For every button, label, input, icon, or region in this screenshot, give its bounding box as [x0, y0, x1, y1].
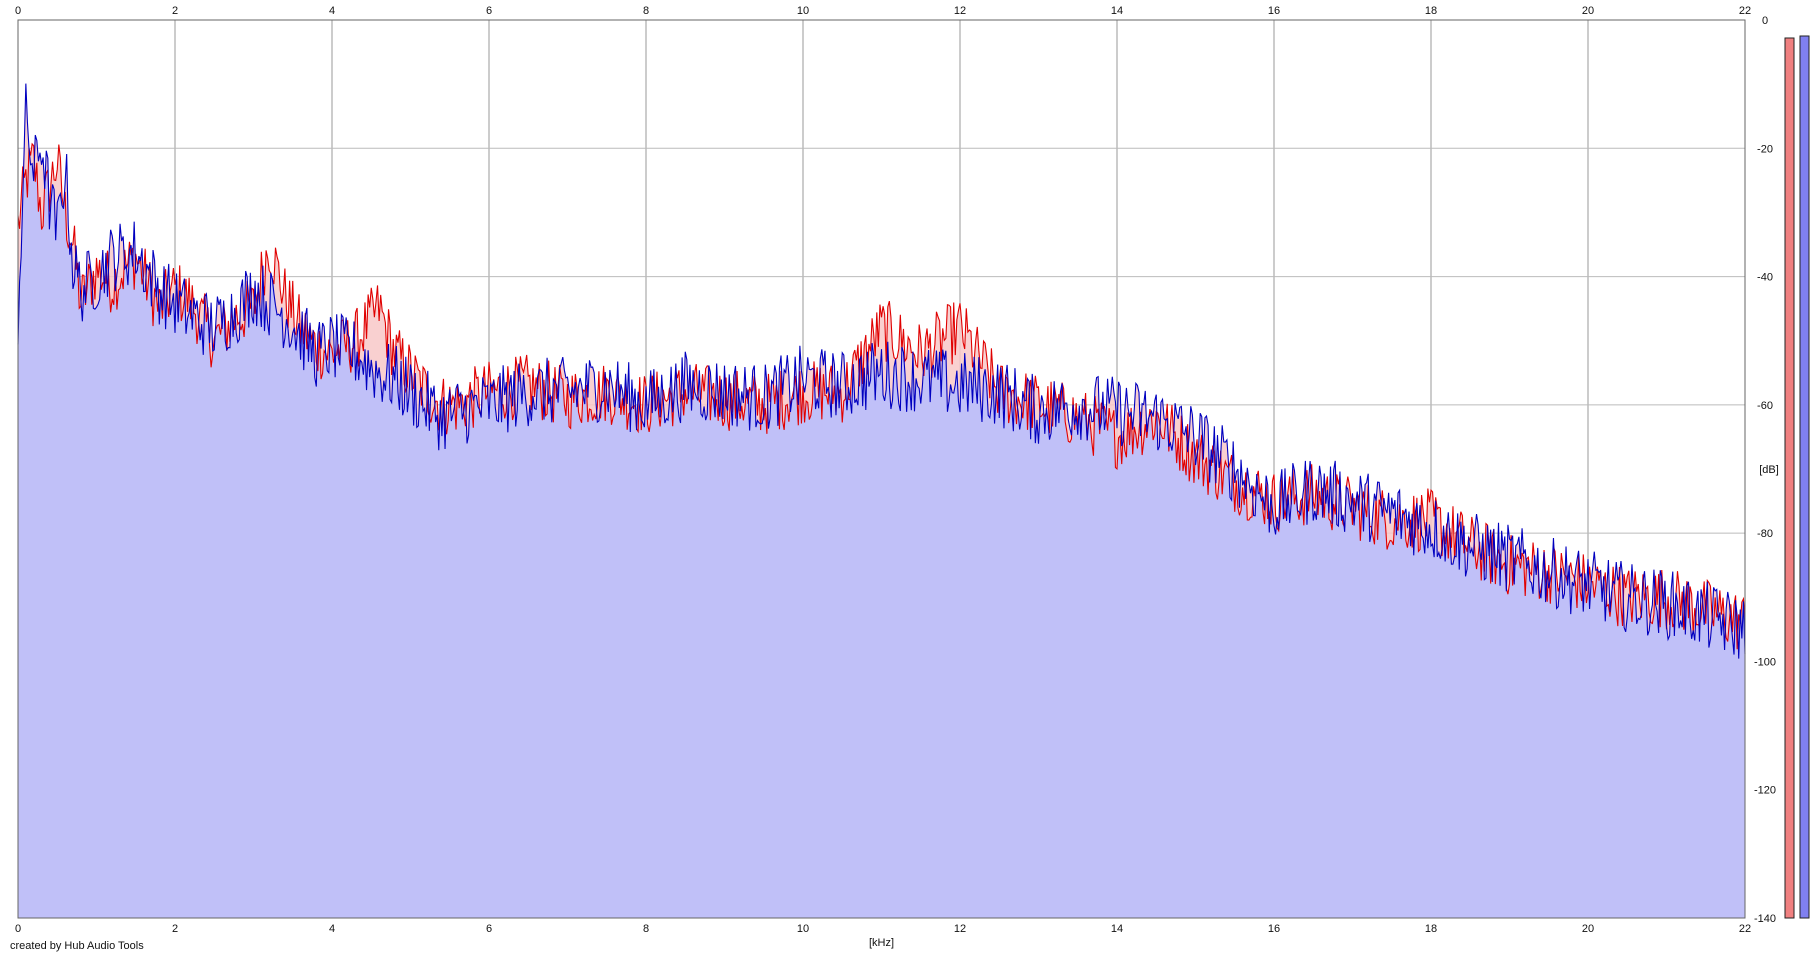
x-tick-label-top: 14: [1111, 5, 1123, 17]
credit-text: created by Hub Audio Tools: [10, 940, 144, 952]
level-meter-red: [1784, 37, 1795, 919]
plot-frame: [17, 19, 1746, 919]
x-tick-label-top: 0: [15, 5, 21, 17]
x-tick-label-top: 16: [1268, 5, 1280, 17]
x-tick-label-bottom: 4: [329, 923, 335, 935]
series-line-blue: [17, 83, 1746, 659]
x-tick-label-top: 8: [643, 5, 649, 17]
x-tick-label-bottom: 12: [954, 923, 966, 935]
x-tick-label-bottom: 6: [486, 923, 492, 935]
x-tick-label-bottom: 10: [797, 923, 809, 935]
y-tick-label: -140: [1754, 913, 1776, 925]
x-axis-label: [kHz]: [869, 937, 894, 949]
x-tick-label-top: 22: [1739, 5, 1751, 17]
spectrum-fill: [18, 83, 1745, 919]
y-tick-label: -80: [1757, 528, 1773, 540]
x-tick-label-top: 12: [954, 5, 966, 17]
series-lines: [17, 83, 1746, 659]
level-meters: [1784, 35, 1810, 919]
x-tick-label-bottom: 8: [643, 923, 649, 935]
x-tick-label-bottom: 0: [15, 923, 21, 935]
spectrum-area: [18, 148, 1745, 919]
x-tick-label-bottom: 16: [1268, 923, 1280, 935]
level-meter-blue: [1799, 35, 1810, 919]
x-tick-label-top: 4: [329, 5, 335, 17]
x-tick-label-bottom: 22: [1739, 923, 1751, 935]
y-tick-label: -40: [1757, 272, 1773, 284]
y-tick-label: -20: [1757, 143, 1773, 155]
x-tick-label-bottom: 20: [1582, 923, 1594, 935]
x-tick-label-top: 18: [1425, 5, 1437, 17]
x-tick-label-bottom: 14: [1111, 923, 1123, 935]
x-tick-label-bottom: 2: [172, 923, 178, 935]
x-tick-label-top: 20: [1582, 5, 1594, 17]
x-tick-label-top: 6: [486, 5, 492, 17]
y-tick-label: -100: [1754, 656, 1776, 668]
x-tick-label-top: 10: [797, 5, 809, 17]
tick-labels: 002244668810101212141416161818202022220-…: [15, 5, 1776, 935]
x-tick-label-top: 2: [172, 5, 178, 17]
x-tick-label-bottom: 18: [1425, 923, 1437, 935]
y-tick-label: -120: [1754, 785, 1776, 797]
y-tick-label: -60: [1757, 400, 1773, 412]
y-axis-label: [dB]: [1759, 464, 1779, 476]
y-tick-label: 0: [1762, 15, 1768, 27]
